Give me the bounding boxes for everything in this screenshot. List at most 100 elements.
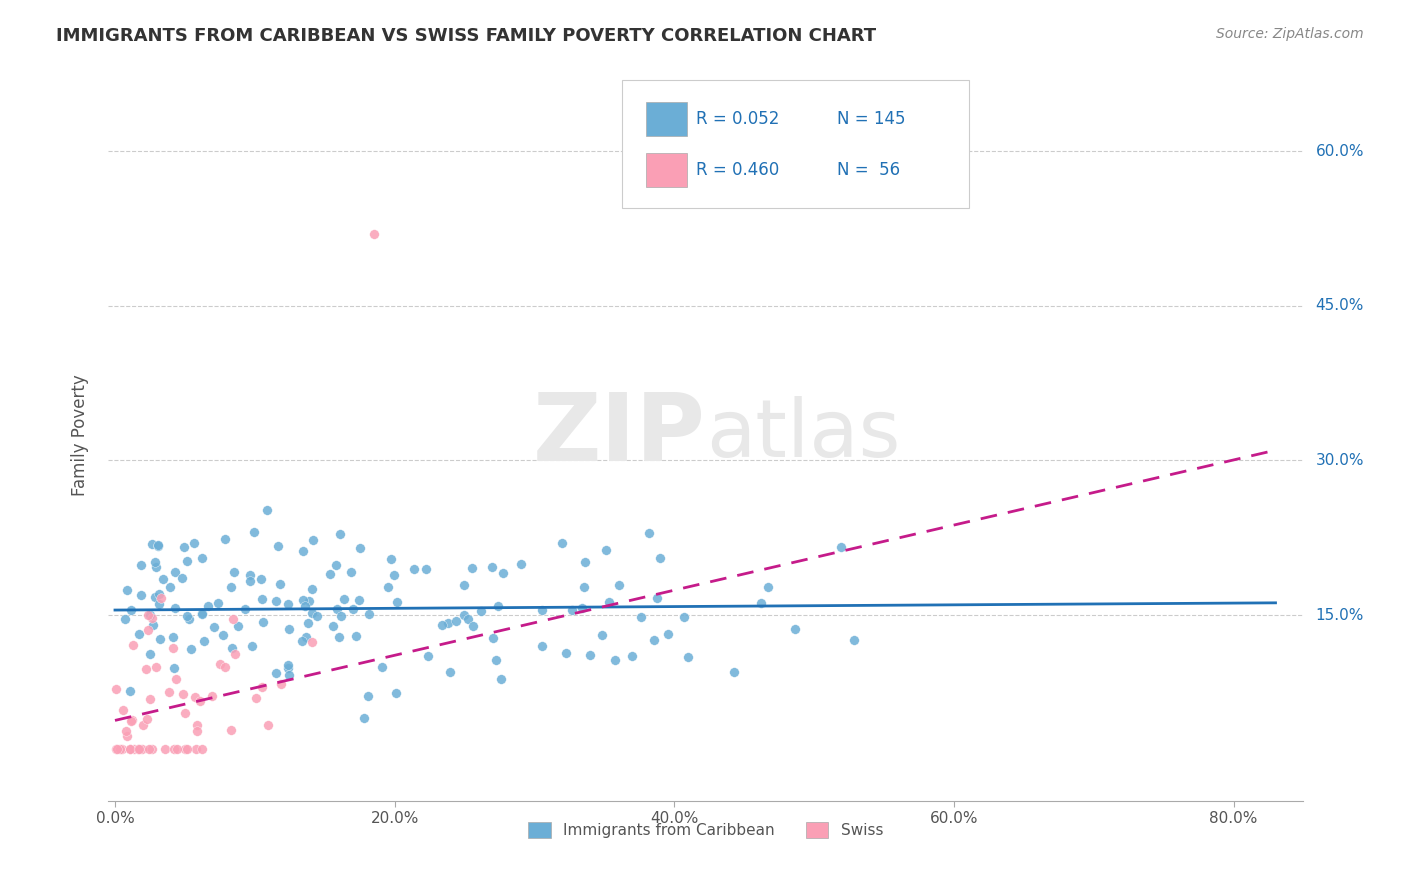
Point: [363, 227, 385, 241]
Point: [830, 540, 852, 554]
Point: [277, 668, 299, 682]
Point: [344, 629, 367, 643]
Point: [197, 599, 219, 613]
Point: [749, 597, 772, 611]
Point: [349, 541, 371, 555]
Point: [453, 607, 475, 622]
Point: [509, 557, 531, 571]
Point: [591, 627, 613, 641]
Point: [353, 711, 375, 725]
Point: [579, 648, 602, 662]
Text: R = 0.052: R = 0.052: [696, 110, 779, 128]
Point: [190, 607, 212, 622]
Point: [153, 742, 176, 756]
Point: [122, 742, 145, 756]
Point: [239, 574, 262, 588]
Point: [418, 648, 440, 663]
Point: [453, 578, 475, 592]
Point: [531, 603, 554, 617]
Point: [245, 691, 267, 706]
Point: [481, 560, 503, 574]
Point: [183, 690, 205, 705]
Y-axis label: Family Poverty: Family Poverty: [72, 374, 89, 496]
Point: [202, 620, 225, 634]
Point: [551, 536, 574, 550]
Point: [329, 609, 352, 624]
Point: [228, 619, 250, 633]
Text: N =  56: N = 56: [837, 161, 900, 179]
Point: [148, 597, 170, 611]
Point: [463, 619, 485, 633]
Point: [212, 628, 235, 642]
Text: Source: ZipAtlas.com: Source: ZipAtlas.com: [1216, 27, 1364, 41]
Point: [120, 603, 142, 617]
Point: [252, 681, 274, 695]
Point: [120, 714, 142, 729]
Point: [176, 742, 198, 756]
Point: [430, 618, 453, 632]
Point: [340, 565, 363, 579]
Point: [128, 742, 150, 756]
Point: [402, 562, 425, 576]
Point: [326, 601, 349, 615]
Point: [136, 624, 159, 638]
Point: [129, 558, 152, 573]
Point: [183, 536, 205, 550]
Point: [645, 591, 668, 606]
Point: [595, 543, 617, 558]
Point: [129, 589, 152, 603]
Point: [162, 741, 184, 756]
Point: [357, 607, 380, 621]
Point: [143, 590, 166, 604]
Point: [190, 606, 212, 620]
FancyBboxPatch shape: [645, 103, 686, 136]
Point: [148, 538, 170, 552]
Point: [377, 580, 399, 594]
Point: [269, 576, 291, 591]
Point: [298, 594, 321, 608]
Text: N = 145: N = 145: [837, 110, 905, 128]
Point: [648, 550, 671, 565]
Point: [139, 647, 162, 661]
Point: [607, 578, 630, 592]
Point: [149, 632, 172, 646]
Point: [295, 630, 318, 644]
Point: [221, 641, 243, 656]
Text: R = 0.460: R = 0.460: [696, 161, 779, 179]
Point: [159, 580, 181, 594]
Point: [118, 683, 141, 698]
Point: [132, 718, 155, 732]
Point: [114, 612, 136, 626]
Point: [165, 601, 187, 615]
Point: [256, 718, 278, 732]
Point: [561, 603, 583, 617]
Point: [143, 555, 166, 569]
Point: [224, 647, 246, 661]
Point: [292, 544, 315, 558]
Point: [486, 599, 509, 614]
Point: [177, 612, 200, 626]
Point: [356, 689, 378, 703]
Point: [554, 646, 576, 660]
Point: [266, 594, 288, 608]
Point: [120, 742, 142, 756]
Point: [111, 742, 134, 756]
Point: [756, 580, 779, 594]
Point: [307, 609, 329, 624]
Point: [163, 661, 186, 675]
Point: [291, 634, 314, 648]
Point: [277, 661, 299, 675]
Point: [342, 601, 364, 615]
Point: [370, 660, 392, 674]
Text: IMMIGRANTS FROM CARIBBEAN VS SWISS FAMILY POVERTY CORRELATION CHART: IMMIGRANTS FROM CARIBBEAN VS SWISS FAMIL…: [56, 27, 876, 45]
Point: [122, 638, 145, 652]
Point: [294, 599, 316, 614]
Point: [118, 742, 141, 756]
Point: [322, 619, 344, 633]
Point: [201, 690, 224, 704]
Point: [598, 594, 620, 608]
Point: [243, 525, 266, 540]
Text: atlas: atlas: [706, 396, 900, 474]
Point: [186, 724, 208, 739]
Legend: Immigrants from Caribbean, Swiss: Immigrants from Caribbean, Swiss: [522, 816, 890, 845]
